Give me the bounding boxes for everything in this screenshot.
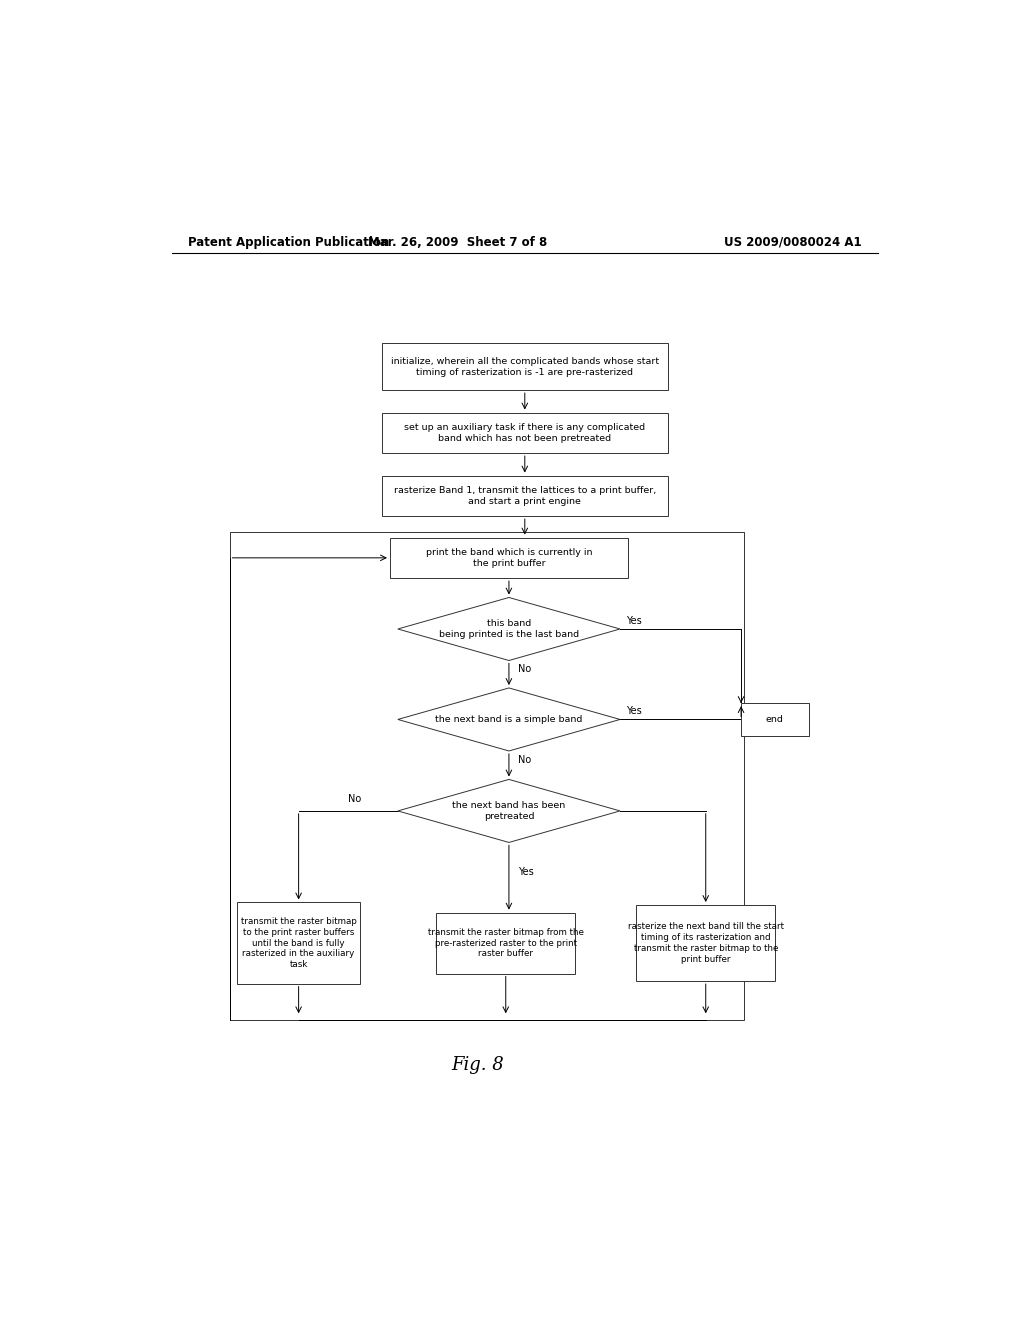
Text: Patent Application Publication: Patent Application Publication [187, 236, 389, 248]
Text: No: No [347, 793, 360, 804]
FancyBboxPatch shape [636, 906, 775, 981]
Text: transmit the raster bitmap from the
pre-rasterized raster to the print
raster bu: transmit the raster bitmap from the pre-… [428, 928, 584, 958]
Text: print the band which is currently in
the print buffer: print the band which is currently in the… [426, 548, 592, 568]
Text: the next band has been
pretreated: the next band has been pretreated [453, 801, 565, 821]
Text: rasterize Band 1, transmit the lattices to a print buffer,
and start a print eng: rasterize Band 1, transmit the lattices … [393, 486, 656, 506]
FancyBboxPatch shape [436, 912, 575, 974]
Text: transmit the raster bitmap
to the print raster buffers
until the band is fully
r: transmit the raster bitmap to the print … [241, 917, 356, 969]
Text: No: No [518, 755, 531, 766]
Text: Yes: Yes [518, 867, 535, 878]
FancyBboxPatch shape [382, 343, 668, 391]
Text: rasterize the next band till the start
timing of its rasterization and
transmit : rasterize the next band till the start t… [628, 923, 783, 964]
Polygon shape [397, 779, 620, 842]
FancyBboxPatch shape [390, 537, 628, 578]
Text: the next band is a simple band: the next band is a simple band [435, 715, 583, 723]
FancyBboxPatch shape [741, 704, 809, 735]
Text: end: end [766, 715, 783, 723]
Text: set up an auxiliary task if there is any complicated
band which has not been pre: set up an auxiliary task if there is any… [404, 422, 645, 442]
Text: Fig. 8: Fig. 8 [451, 1056, 504, 1074]
FancyBboxPatch shape [382, 475, 668, 516]
Text: initialize, wherein all the complicated bands whose start
timing of rasterizatio: initialize, wherein all the complicated … [391, 356, 658, 376]
Polygon shape [397, 598, 620, 660]
Text: Mar. 26, 2009  Sheet 7 of 8: Mar. 26, 2009 Sheet 7 of 8 [368, 236, 547, 248]
Text: No: No [518, 664, 531, 675]
Text: Yes: Yes [627, 616, 642, 626]
Polygon shape [397, 688, 620, 751]
FancyBboxPatch shape [382, 412, 668, 453]
Text: US 2009/0080024 A1: US 2009/0080024 A1 [724, 236, 862, 248]
Text: this band
being printed is the last band: this band being printed is the last band [439, 619, 579, 639]
FancyBboxPatch shape [238, 903, 360, 983]
Text: Yes: Yes [627, 706, 642, 717]
